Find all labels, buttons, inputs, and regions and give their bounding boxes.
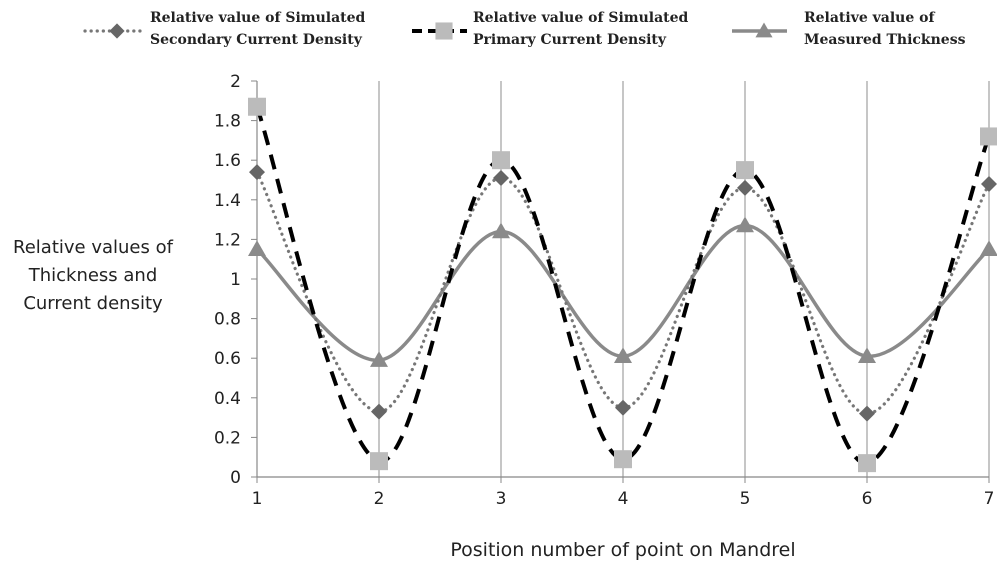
legend-marker (755, 22, 773, 38)
series-2 (248, 97, 997, 473)
data-point (737, 179, 753, 196)
data-point (858, 347, 876, 363)
series-3 (248, 216, 997, 367)
y-axis-label-line: Current density (23, 293, 163, 314)
x-tick-label: 2 (374, 489, 385, 509)
y-axis-label-line: Thickness and (28, 265, 158, 286)
data-point (493, 170, 509, 187)
y-tick-label: 1.6 (214, 151, 241, 171)
y-tick-label: 1.4 (214, 191, 241, 211)
data-point (980, 127, 997, 146)
data-point (736, 161, 754, 180)
series-1 (249, 164, 997, 422)
x-tick-label: 6 (862, 489, 873, 509)
y-tick-label: 1.8 (214, 112, 241, 132)
data-point (371, 403, 387, 420)
legend-marker (109, 23, 125, 39)
grid (378, 81, 990, 477)
data-point (492, 222, 510, 239)
legend-label: Secondary Current Density (150, 32, 363, 48)
data-point (736, 216, 754, 233)
x-axis-label: Position number of point on Mandrel (450, 539, 795, 561)
y-tick-label: 0.8 (214, 310, 241, 330)
y-tick-label: 0.2 (214, 428, 241, 448)
data-point (615, 399, 631, 416)
legend-marker (435, 22, 453, 40)
legend-item-1: Relative value of Simulated Secondary Cur… (83, 10, 366, 48)
data-point (370, 452, 388, 471)
data-point (248, 97, 266, 116)
data-point (614, 450, 632, 469)
y-tick-label: 0.4 (214, 389, 241, 409)
y-tick-label: 0.6 (214, 349, 241, 369)
y-axis-label: Relative values of Thickness and Current d… (13, 237, 174, 314)
legend-label: Relative value of Simulated (150, 10, 366, 26)
axes: 0 0.2 0.4 0.6 0.8 1 1.2 1.4 1.6 1.8 2 1 2 3 4 5 6 7 (214, 72, 994, 509)
data-point (248, 240, 266, 257)
data-point (981, 175, 997, 192)
data-point (858, 454, 876, 473)
y-tick-label: 0 (230, 468, 241, 488)
data-point (859, 405, 875, 422)
x-tick-label: 3 (496, 489, 507, 509)
x-tick-label: 5 (740, 489, 751, 509)
y-axis-label-line: Relative values of (13, 237, 174, 258)
legend-item-2: Relative value of Simulated Primary Curre… (412, 10, 689, 48)
data-point (980, 240, 997, 257)
y-tick-label: 1.2 (214, 230, 241, 250)
legend-label: Primary Current Density (473, 32, 667, 48)
legend-label: Relative value of (804, 10, 935, 26)
series-group (248, 97, 997, 473)
x-tick-label: 4 (618, 489, 629, 509)
data-point (370, 351, 388, 367)
y-tick-label: 1 (230, 270, 241, 290)
x-tick-label: 1 (252, 489, 263, 509)
legend-label: Measured Thickness (804, 32, 966, 48)
y-tick-label: 2 (230, 72, 241, 92)
x-tick-label: 7 (984, 489, 995, 509)
data-point (492, 151, 510, 170)
legend-label: Relative value of Simulated (473, 10, 689, 26)
data-point (249, 164, 265, 181)
legend: Relative value of Simulated Secondary Cur… (83, 10, 966, 48)
legend-item-3: Relative value of Measured Thickness (732, 10, 966, 48)
data-point (614, 347, 632, 363)
